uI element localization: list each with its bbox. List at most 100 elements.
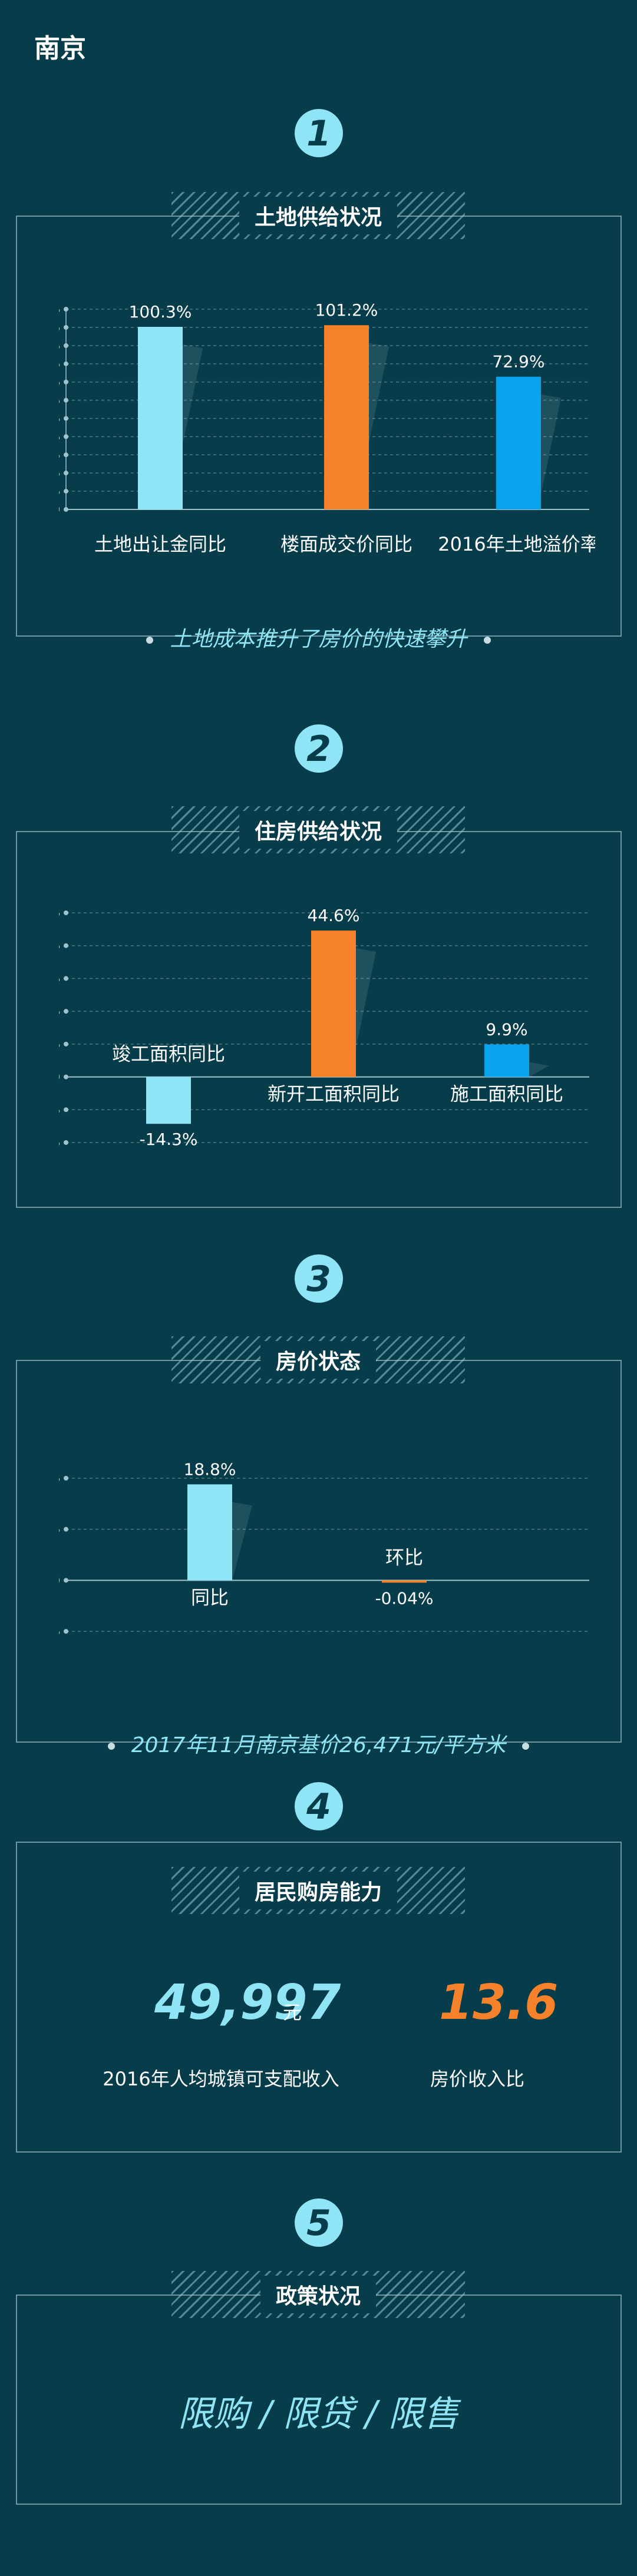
section-number-3: 3 [295,1254,343,1303]
bar [324,325,369,509]
bar [187,1484,232,1581]
land-caption-row: 土地成本推升了房价的快速攀升 [0,622,637,653]
y-tick-label: 70% [59,378,60,388]
category-label: 土地出让金同比 [94,533,226,555]
tick-dot [64,1578,68,1583]
caption-dot-left [107,1743,115,1750]
tick-dot [64,943,68,948]
y-tick-label: 0 [59,1576,60,1585]
bar [146,1077,191,1124]
housing-supply-chart: -20% -10% 0 10% 20% 30% 40% 50% -14.3% 竣工面积同比 44.6… [39,895,595,1168]
y-tick-label: 110% [59,305,60,314]
y-tick-label: 10% [59,487,60,496]
category-label: 2016年土地溢价率 [438,533,595,555]
y-tick-label: 10% [59,1040,60,1049]
affordability-title-banner: 居民购房能力 [171,1867,465,1914]
data-label: 9.9% [486,1019,527,1039]
y-tick-label: 60% [59,396,60,406]
policy-text: 限购 / 限贷 / 限售 [178,2393,459,2435]
y-tick-label: 20% [59,1007,60,1017]
data-label: -0.04% [375,1588,433,1608]
tick-dot [64,910,68,915]
tick-dot [64,1476,68,1481]
y-tick-label: 50% [59,414,60,423]
bar [484,1044,529,1077]
category-label: 竣工面积同比 [112,1043,225,1065]
section-number-5: 5 [295,2198,343,2247]
y-tick-label: 30% [59,451,60,460]
income-unit: 元 [283,2001,302,2024]
tick-dot [64,1041,68,1047]
tick-dot [64,1074,68,1080]
bar-shadow [183,344,203,445]
tick-dot [64,1107,68,1112]
bar [496,376,541,509]
affordability-panel [16,1842,622,2153]
y-tick-label: 30% [59,974,60,984]
category-label: 新开工面积同比 [268,1083,400,1105]
section-number-4: 4 [295,1782,343,1830]
land-supply-chart: 0 10% 20% 30% 40% 50% 60% 70% 80% 90% 100% 110% 100.… [37,292,599,600]
price-caption-row: 2017年11月南京基价26,471元/平方米 [0,1728,637,1759]
affordability-title: 居民购房能力 [239,1872,397,1909]
land-supply-title: 土地供给状况 [239,197,397,234]
caption-dot-right [483,637,491,644]
city-title: 南京 [34,34,86,64]
tick-dot [64,1629,68,1634]
y-tick-label: 40% [59,432,60,442]
y-tick-label: 0 [59,1073,60,1082]
bar [311,931,356,1077]
tick-dot [64,1140,68,1145]
tick-dot [64,1009,68,1014]
y-tick-label: 80% [59,360,60,369]
bar-shadow [529,1062,549,1077]
y-tick-label: -20% [59,1138,60,1148]
bar-shadow [232,1502,252,1581]
y-tick-label: -10% [59,1627,60,1637]
bar-shadow [356,948,376,1049]
y-tick-label: 40% [59,942,60,951]
bar-shadow [541,394,561,495]
caption-dot-left [146,637,154,644]
bar-shadow [369,343,389,443]
income-label: 2016年人均城镇可支配收入 [103,2068,339,2090]
section-number-2: 2 [295,724,343,773]
policy-title-banner: 政策状况 [171,2271,465,2318]
y-tick-label: 10% [59,1525,60,1535]
y-tick-label: 50% [59,909,60,918]
y-tick-label: 100% [59,323,60,333]
y-tick-label: 0 [59,505,60,515]
bar [382,1580,427,1583]
y-tick-label: 20% [59,469,60,478]
category-label: 同比 [191,1586,229,1608]
land-supply-title-banner: 土地供给状况 [171,192,465,239]
price-caption: 2017年11月南京基价26,471元/平方米 [131,1733,506,1757]
tick-dot [64,976,68,981]
housing-supply-title: 住房供给状况 [239,811,397,849]
data-label: 100.3% [129,302,192,322]
bar [138,326,183,509]
data-label: 101.2% [315,300,378,320]
house-price-title-banner: 房价状态 [171,1336,465,1383]
data-label: 72.9% [493,352,545,372]
category-label: 环比 [385,1546,423,1568]
data-label: -14.3% [139,1130,197,1149]
category-label: 楼面成交价同比 [280,533,412,555]
price-income-ratio-label: 房价收入比 [430,2068,524,2090]
house-price-title: 房价状态 [260,1341,376,1379]
housing-supply-title-banner: 住房供给状况 [171,806,465,853]
price-income-ratio-value: 13.6 [439,1975,559,2031]
house-price-chart: -10% 0 10% 20% 18.8% 同比 -0.04% 环比 [39,1459,595,1657]
tick-dot [64,1527,68,1532]
category-label: 施工面积同比 [450,1083,563,1105]
y-tick-label: 90% [59,342,60,351]
income-value: 49,997 [154,1975,341,2031]
y-tick-label: -10% [59,1105,60,1115]
section-number-1: 1 [295,109,343,157]
policy-title: 政策状况 [260,2276,376,2313]
data-label: 18.8% [184,1461,236,1479]
y-tick-label: 20% [59,1474,60,1484]
data-label: 44.6% [308,906,360,925]
caption-dot-right [522,1743,530,1750]
land-caption: 土地成本推升了房价的快速攀升 [170,627,467,651]
